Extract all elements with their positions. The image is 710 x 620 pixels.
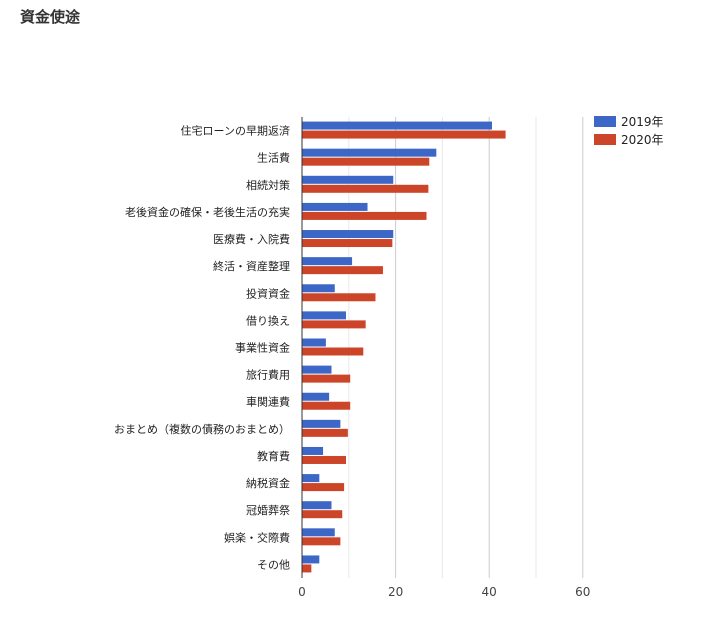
category-label: 娯楽・交際費 — [224, 530, 290, 544]
bar-2020年 — [302, 293, 376, 302]
category-label: その他 — [257, 558, 290, 571]
category-label: 医療費・入院費 — [213, 232, 290, 246]
category-label: 納税資金 — [246, 476, 290, 490]
bar-2019年 — [302, 365, 332, 374]
category-label: おまとめ（複数の債務のおまとめ） — [114, 422, 290, 436]
bar-2019年 — [302, 230, 394, 239]
bar-2020年 — [302, 130, 506, 139]
bar-2019年 — [302, 311, 346, 320]
bar-2020年 — [302, 239, 393, 248]
bar-2019年 — [302, 392, 330, 401]
bar-2019年 — [302, 175, 394, 184]
category-label: 終活・資産整理 — [213, 259, 290, 273]
x-tick-label: 40 — [482, 585, 497, 599]
bar-2020年 — [302, 564, 312, 573]
bar-2020年 — [302, 510, 343, 519]
category-label: 冠婚葬祭 — [246, 503, 290, 517]
bar-2020年 — [302, 455, 346, 464]
bar-2020年 — [302, 428, 348, 437]
bar-2020年 — [302, 347, 364, 356]
category-label: 事業性資金 — [235, 341, 290, 355]
category-label: 住宅ローンの早期返済 — [181, 124, 290, 138]
bar-2020年 — [302, 401, 351, 410]
bar-2020年 — [302, 374, 351, 383]
bar-2019年 — [302, 474, 320, 483]
bar-2019年 — [302, 121, 493, 130]
chart-title: 資金使途 — [20, 8, 81, 26]
bar-2019年 — [302, 257, 353, 266]
bar-2019年 — [302, 528, 335, 537]
bar-2020年 — [302, 320, 366, 329]
bar-2020年 — [302, 211, 427, 220]
bar-2020年 — [302, 483, 345, 492]
legend-swatch — [594, 134, 616, 145]
x-tick-label: 20 — [388, 585, 403, 599]
bar-2020年 — [302, 537, 341, 546]
x-tick-label: 60 — [575, 585, 590, 599]
category-label: 教育費 — [257, 449, 290, 463]
bar-2019年 — [302, 148, 437, 157]
legend-label: 2019年 — [621, 115, 664, 129]
category-label: 車関連費 — [246, 395, 290, 409]
category-label: 相続対策 — [246, 178, 290, 192]
bar-2019年 — [302, 419, 341, 428]
bar-2019年 — [302, 446, 324, 455]
bar-2019年 — [302, 284, 335, 293]
bar-2020年 — [302, 157, 430, 166]
category-label: 旅行費用 — [246, 368, 290, 382]
bar-2019年 — [302, 555, 320, 564]
bar-2020年 — [302, 184, 429, 193]
bar-2019年 — [302, 501, 332, 510]
bar-2019年 — [302, 202, 368, 211]
category-label: 投資資金 — [246, 286, 290, 300]
category-label: 生活費 — [257, 151, 290, 165]
bar-2019年 — [302, 338, 326, 347]
legend-swatch — [594, 116, 616, 127]
category-label: 借り換え — [246, 314, 290, 327]
x-tick-label: 0 — [298, 585, 306, 599]
legend-label: 2020年 — [621, 133, 664, 147]
category-label: 老後資金の確保・老後生活の充実 — [125, 205, 290, 219]
bar-2020年 — [302, 266, 383, 275]
